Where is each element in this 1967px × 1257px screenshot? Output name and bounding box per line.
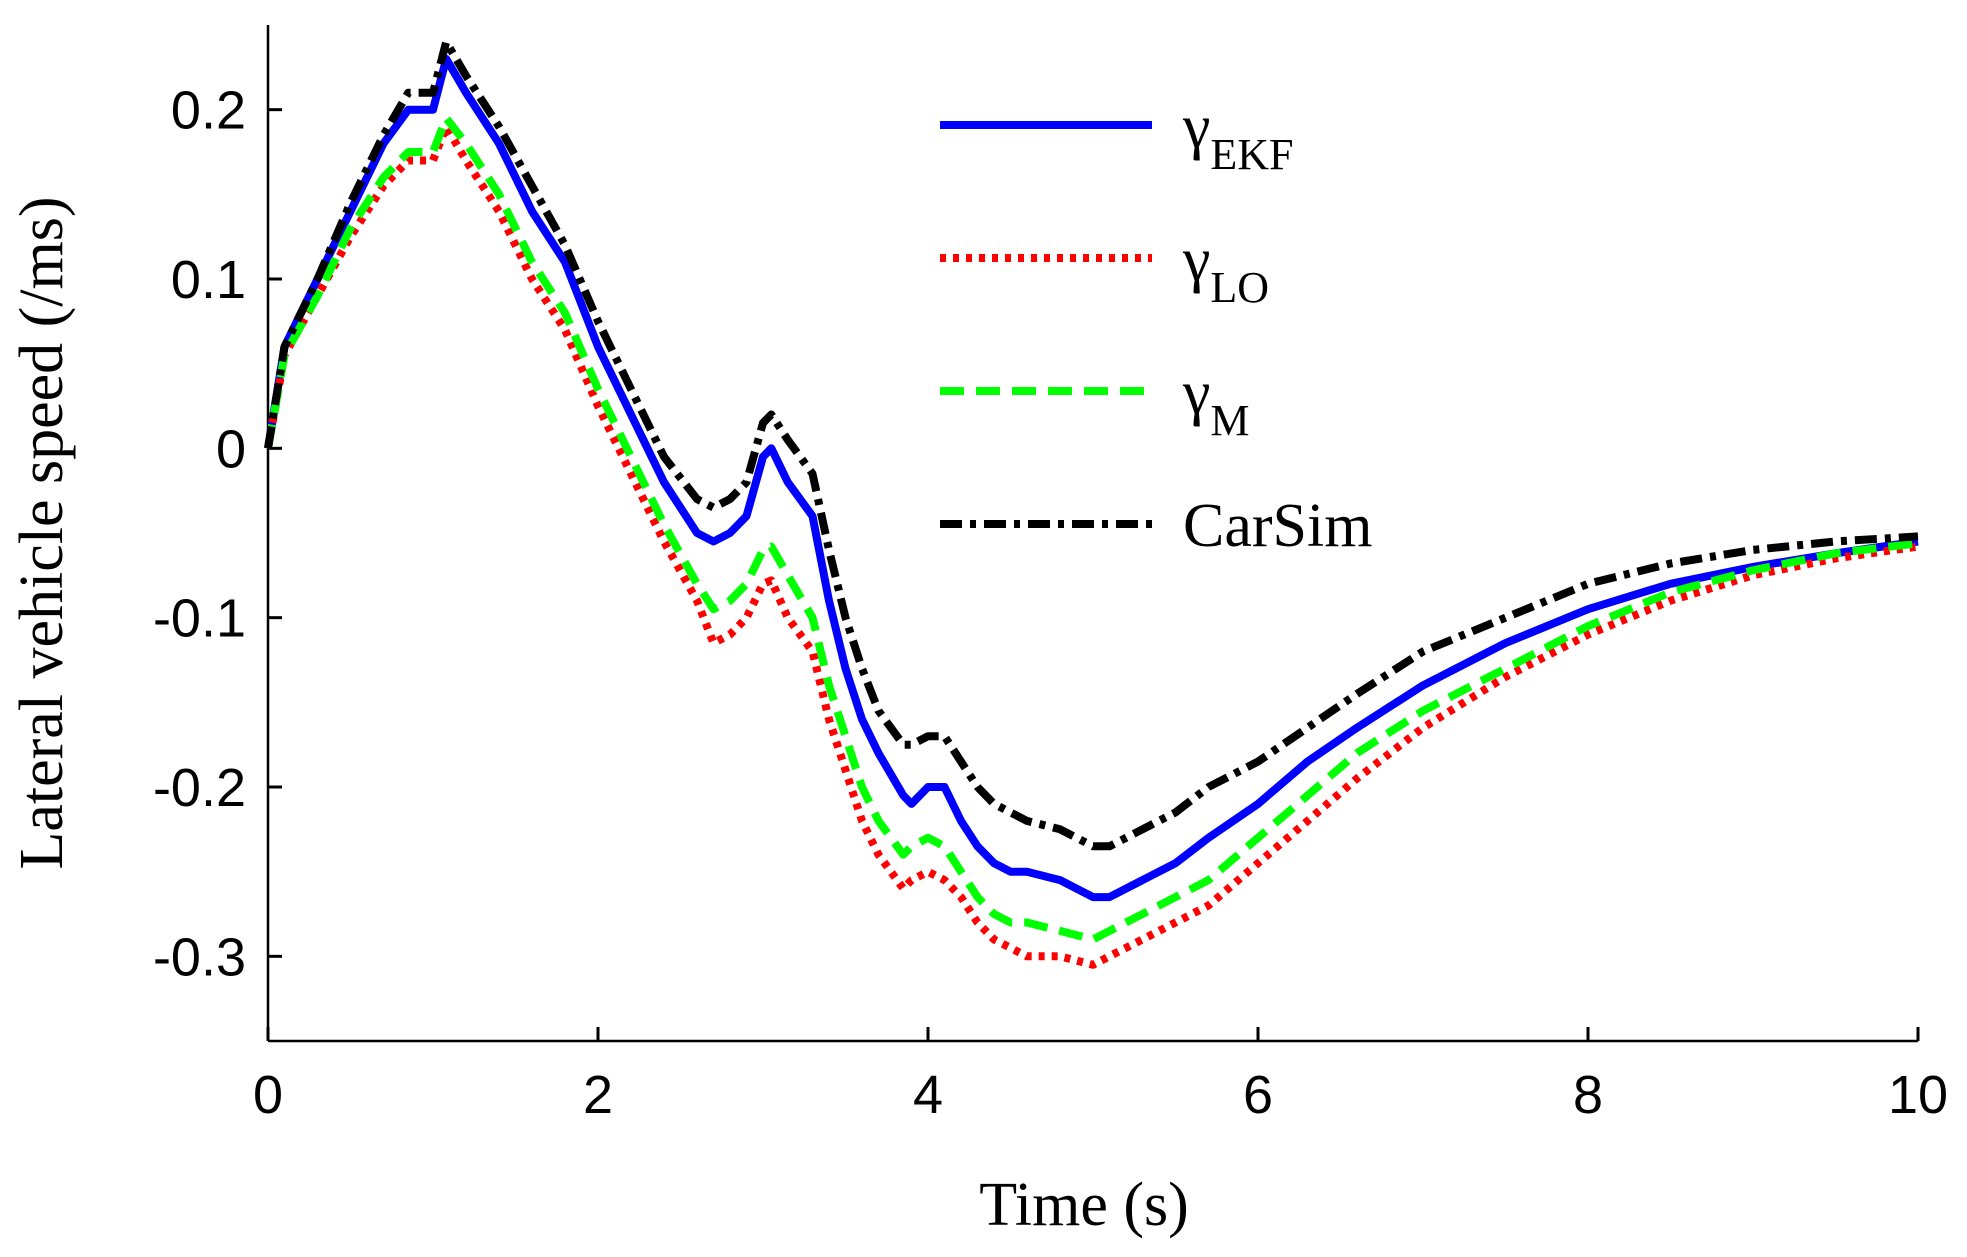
series-group — [264, 37, 1919, 969]
y-tick-label: 0 — [216, 419, 246, 479]
series-line-1 — [264, 54, 1919, 902]
y-tick-label: -0.3 — [153, 927, 246, 987]
legend-label-4: CarSim — [1183, 492, 1372, 560]
y-tick-label: 0.2 — [171, 81, 246, 141]
y-tick-label: 0.1 — [171, 250, 246, 310]
x-axis-title: Time (s) — [979, 1171, 1189, 1239]
y-axis-title: Lateral vehicle speed (/ms) — [8, 196, 76, 869]
legend-label-1: γEKF — [1182, 93, 1294, 179]
x-tick-label: 4 — [913, 1065, 943, 1125]
legend-label-3: γM — [1182, 359, 1250, 445]
series-line-3 — [264, 114, 1919, 944]
x-tick-label: 2 — [583, 1065, 613, 1125]
x-tick-label: 8 — [1573, 1065, 1603, 1125]
legend-label-2: γLO — [1182, 226, 1269, 312]
y-tick-label: -0.2 — [153, 758, 246, 818]
series-line-4 — [264, 37, 1919, 851]
legend: γEKF γLO γM CarSim — [940, 93, 1372, 560]
axes-group: 0 2 4 6 8 10 0.2 0.1 0 -0.1 -0.2 -0.3 — [153, 25, 1948, 1125]
x-tick-label: 0 — [253, 1065, 283, 1125]
series-line-2 — [264, 122, 1919, 969]
y-tick-label: -0.1 — [153, 589, 246, 649]
x-tick-label: 10 — [1888, 1065, 1948, 1125]
x-tick-label: 6 — [1243, 1065, 1273, 1125]
